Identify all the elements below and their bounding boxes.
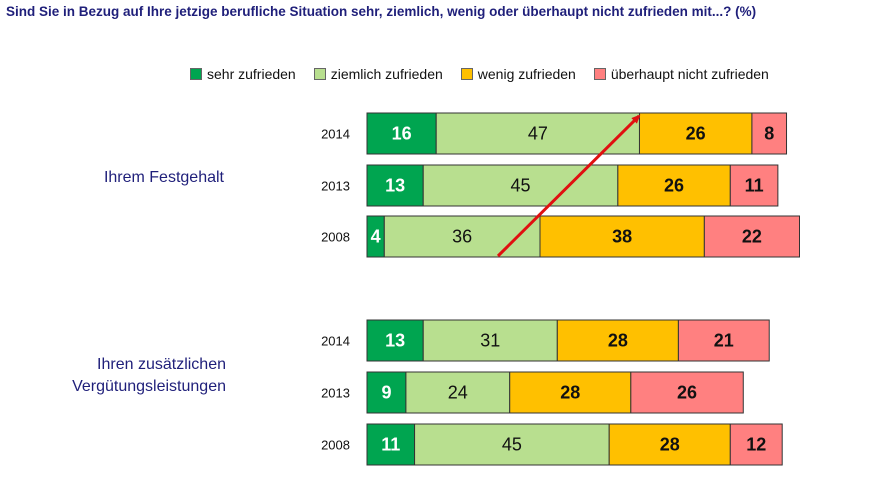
bar-g1-2013-sehr xyxy=(366,164,424,207)
group-label-festgehalt-line1: Ihrem Festgehalt xyxy=(103,169,224,186)
bar-g2-2013-ueberhaupt-nicht xyxy=(630,371,744,414)
legend-label-ueberhaupt-nicht: überhaupt nicht zufrieden xyxy=(610,66,769,82)
bar-g2-2013-wenig xyxy=(509,371,632,414)
bar-g1-2008-ziemlich xyxy=(383,215,541,258)
year-label-g1-2014: 2014 xyxy=(321,127,350,142)
group-label-verguetung: Ihren zusätzlichen Vergütungsleistungen xyxy=(20,354,226,398)
bar-g1-2013-wenig xyxy=(617,164,731,207)
bar-g2-2014-ueberhaupt-nicht xyxy=(677,319,770,362)
bar-g2-2008-wenig xyxy=(608,423,731,466)
trend-arrow xyxy=(496,114,641,258)
bar-label-g1-2013-ziemlich: 45 xyxy=(511,176,531,196)
bar-g2-2014-wenig xyxy=(556,319,679,362)
bar-label-g1-2014-wenig: 26 xyxy=(686,124,706,144)
bar-g2-2014-ziemlich xyxy=(422,319,558,362)
legend-label-sehr: sehr zufrieden xyxy=(207,66,296,82)
bar-label-g1-2008-sehr: 4 xyxy=(371,227,381,247)
bar-g2-2008-ueberhaupt-nicht xyxy=(729,423,783,466)
legend-item-ziemlich: ziemlich zufrieden xyxy=(313,66,443,82)
bar-label-g2-2013-sehr: 9 xyxy=(381,383,391,403)
bar-g1-2008-wenig xyxy=(539,215,705,258)
year-label-g2-2014: 2014 xyxy=(321,334,350,349)
bar-label-g2-2014-ziemlich: 31 xyxy=(480,331,500,351)
bar-label-g2-2014-wenig: 28 xyxy=(608,331,628,351)
legend-swatch-wenig xyxy=(460,68,473,80)
legend-swatch-sehr xyxy=(190,68,202,80)
bar-g2-2013-sehr xyxy=(366,371,407,414)
legend-item-wenig: wenig zufrieden xyxy=(460,66,576,82)
bar-label-g1-2008-wenig: 38 xyxy=(612,227,632,247)
legend-item-ueberhaupt-nicht: überhaupt nicht zufrieden xyxy=(593,66,769,82)
bar-g1-2014-ueberhaupt-nicht xyxy=(751,112,788,155)
year-label-g1-2008: 2008 xyxy=(321,230,350,245)
bar-g1-2014-wenig xyxy=(638,112,753,155)
legend-item-sehr: sehr zufrieden xyxy=(190,66,296,82)
bar-label-g2-2008-sehr: 11 xyxy=(381,435,400,455)
bar-label-g2-2008-ziemlich: 45 xyxy=(502,435,522,455)
bar-label-g1-2013-ueberhaupt-nicht: 11 xyxy=(745,176,764,196)
bar-label-g1-2013-sehr: 13 xyxy=(385,176,405,196)
bar-label-g2-2014-ueberhaupt-nicht: 21 xyxy=(714,331,734,351)
bar-g2-2014-sehr xyxy=(366,319,424,362)
bar-label-g1-2014-ueberhaupt-nicht: 8 xyxy=(764,124,774,144)
bar-label-g1-2014-ziemlich: 47 xyxy=(528,124,548,144)
group-label-verguetung-line1: Ihren zusätzlichen xyxy=(97,356,226,373)
bar-label-g2-2008-wenig: 28 xyxy=(660,435,680,455)
bar-g1-2008-ueberhaupt-nicht xyxy=(703,215,800,258)
chart-legend: sehr zufrieden ziemlich zufrieden wenig … xyxy=(190,64,787,84)
legend-swatch-ueberhaupt-nicht xyxy=(593,68,606,80)
legend-label-ziemlich: ziemlich zufrieden xyxy=(330,66,443,82)
legend-label-wenig: wenig zufrieden xyxy=(477,66,576,82)
bar-label-g2-2013-ueberhaupt-nicht: 26 xyxy=(677,383,697,403)
bar-label-g1-2014-sehr: 16 xyxy=(392,124,412,144)
bar-label-g2-2013-wenig: 28 xyxy=(560,383,580,403)
year-label-g1-2013: 2013 xyxy=(321,179,350,194)
bar-g2-2008-sehr xyxy=(366,423,416,466)
legend-swatch-ziemlich xyxy=(313,68,326,80)
bar-label-g2-2008-ueberhaupt-nicht: 12 xyxy=(746,435,766,455)
bar-g1-2013-ueberhaupt-nicht xyxy=(729,164,779,207)
bar-g2-2008-ziemlich xyxy=(414,423,610,466)
group-label-festgehalt: Ihrem Festgehalt xyxy=(40,167,224,189)
bar-label-g1-2008-ueberhaupt-nicht: 22 xyxy=(742,227,762,247)
bar-label-g2-2014-sehr: 13 xyxy=(385,331,405,351)
year-label-g2-2008: 2008 xyxy=(321,438,350,453)
group-label-verguetung-line2: Vergütungsleistungen xyxy=(72,378,226,395)
bar-label-g2-2013-ziemlich: 24 xyxy=(448,383,468,403)
bar-label-g1-2013-wenig: 26 xyxy=(664,176,684,196)
year-label-g2-2013: 2013 xyxy=(321,386,350,401)
bar-label-g1-2008-ziemlich: 36 xyxy=(452,227,472,247)
chart-title: Sind Sie in Bezug auf Ihre jetzige beruf… xyxy=(6,4,757,19)
bar-g2-2013-ziemlich xyxy=(405,371,511,414)
